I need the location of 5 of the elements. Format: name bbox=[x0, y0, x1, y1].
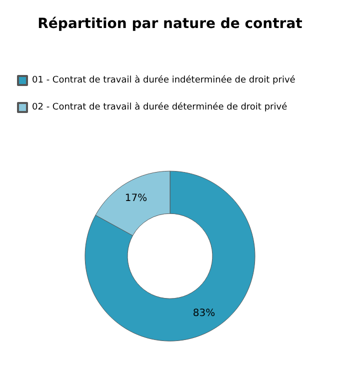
legend-label: 02 - Contrat de travail à durée déterminée de droit privé bbox=[32, 102, 288, 112]
data-label: 17% bbox=[124, 193, 148, 204]
data-label: 83% bbox=[192, 308, 216, 320]
legend-label: 01 - Contrat de travail à durée indéterminée de droit privé bbox=[32, 74, 296, 86]
chart-title: Répartition par nature de contrat bbox=[38, 16, 303, 32]
